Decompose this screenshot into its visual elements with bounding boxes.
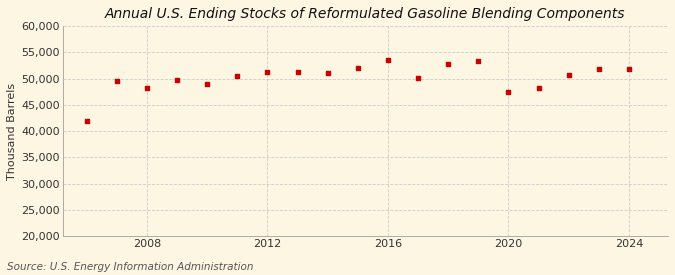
Point xyxy=(473,59,484,63)
Point xyxy=(533,86,544,90)
Point xyxy=(171,78,182,82)
Point xyxy=(81,119,92,123)
Point xyxy=(624,67,634,72)
Point xyxy=(383,58,394,62)
Point xyxy=(563,73,574,77)
Point xyxy=(142,86,153,90)
Text: Source: U.S. Energy Information Administration: Source: U.S. Energy Information Administ… xyxy=(7,262,253,272)
Point xyxy=(111,79,122,84)
Point xyxy=(412,75,423,80)
Title: Annual U.S. Ending Stocks of Reformulated Gasoline Blending Components: Annual U.S. Ending Stocks of Reformulate… xyxy=(105,7,626,21)
Y-axis label: Thousand Barrels: Thousand Barrels xyxy=(7,82,17,180)
Point xyxy=(262,70,273,75)
Point xyxy=(232,74,242,78)
Point xyxy=(352,66,363,70)
Point xyxy=(593,67,604,71)
Point xyxy=(503,90,514,94)
Point xyxy=(322,71,333,76)
Point xyxy=(202,82,213,86)
Point xyxy=(292,70,303,75)
Point xyxy=(443,62,454,66)
